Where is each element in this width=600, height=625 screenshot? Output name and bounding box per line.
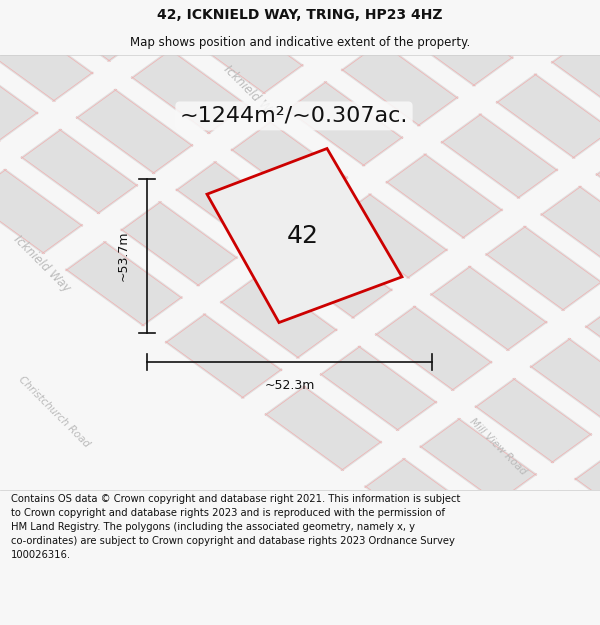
- Polygon shape: [550, 33, 600, 119]
- Polygon shape: [329, 193, 448, 279]
- Polygon shape: [119, 201, 238, 287]
- Polygon shape: [340, 41, 459, 127]
- Text: ~53.7m: ~53.7m: [116, 231, 130, 281]
- Text: Icknield Way: Icknield Way: [221, 63, 283, 125]
- Polygon shape: [463, 530, 582, 616]
- Polygon shape: [164, 313, 283, 399]
- Polygon shape: [529, 338, 600, 424]
- Text: 42, ICKNIELD WAY, TRING, HP23 4HZ: 42, ICKNIELD WAY, TRING, HP23 4HZ: [157, 8, 443, 22]
- Polygon shape: [485, 225, 600, 311]
- Polygon shape: [31, 0, 149, 62]
- Polygon shape: [220, 273, 338, 359]
- Text: 42: 42: [287, 224, 319, 248]
- Polygon shape: [175, 161, 293, 247]
- Polygon shape: [474, 378, 593, 464]
- Text: Christchurch Road: Christchurch Road: [17, 374, 91, 449]
- Polygon shape: [319, 345, 438, 431]
- Polygon shape: [130, 48, 249, 134]
- Text: Contains OS data © Crown copyright and database right 2021. This information is : Contains OS data © Crown copyright and d…: [11, 494, 460, 560]
- Polygon shape: [264, 385, 383, 471]
- Polygon shape: [185, 8, 304, 94]
- Polygon shape: [451, 0, 569, 47]
- Polygon shape: [584, 298, 600, 384]
- Polygon shape: [518, 490, 600, 576]
- Text: ~52.3m: ~52.3m: [265, 379, 314, 392]
- Polygon shape: [563, 602, 600, 625]
- Text: Icknield Way: Icknield Way: [11, 233, 73, 295]
- Polygon shape: [20, 128, 139, 214]
- Polygon shape: [207, 149, 402, 322]
- Polygon shape: [285, 81, 404, 167]
- Text: Mill View Road: Mill View Road: [468, 416, 528, 477]
- Polygon shape: [374, 305, 493, 391]
- Polygon shape: [0, 168, 83, 254]
- Polygon shape: [230, 121, 349, 207]
- Polygon shape: [385, 153, 503, 239]
- Polygon shape: [296, 0, 415, 14]
- Polygon shape: [440, 113, 559, 199]
- Polygon shape: [86, 0, 205, 22]
- Polygon shape: [75, 88, 194, 174]
- Polygon shape: [65, 241, 184, 327]
- Polygon shape: [495, 73, 600, 159]
- Text: Map shows position and indicative extent of the property.: Map shows position and indicative extent…: [130, 36, 470, 49]
- Polygon shape: [364, 458, 482, 544]
- Text: ~1244m²/~0.307ac.: ~1244m²/~0.307ac.: [180, 106, 408, 126]
- Polygon shape: [574, 450, 600, 536]
- Polygon shape: [506, 0, 600, 7]
- Polygon shape: [595, 145, 600, 231]
- Polygon shape: [0, 16, 94, 103]
- Polygon shape: [419, 418, 538, 504]
- Polygon shape: [275, 233, 394, 319]
- Polygon shape: [395, 1, 514, 87]
- Polygon shape: [0, 56, 39, 142]
- Polygon shape: [540, 185, 600, 271]
- Polygon shape: [430, 265, 548, 351]
- Polygon shape: [241, 0, 359, 54]
